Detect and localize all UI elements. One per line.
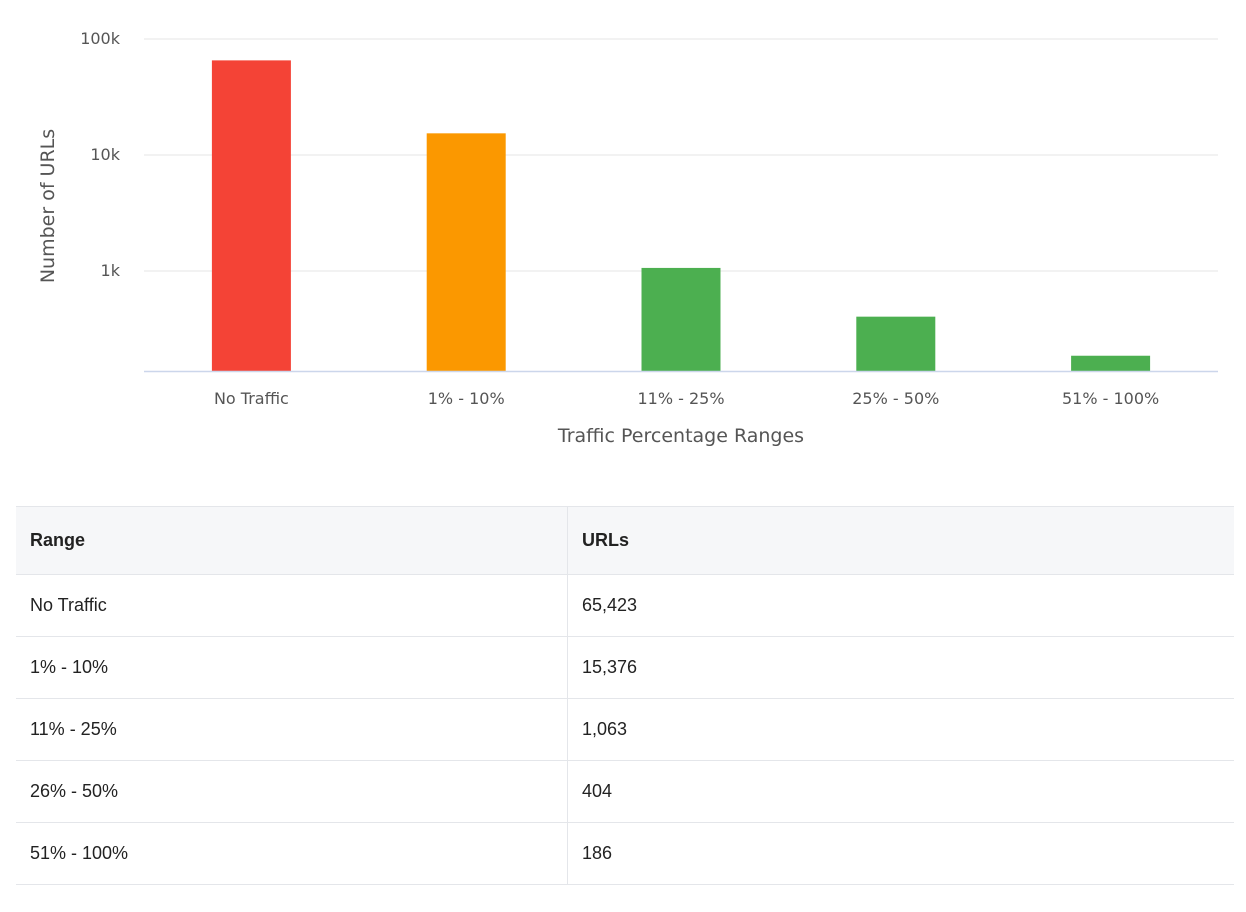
bar-series	[211, 60, 1151, 371]
x-axis-title: Traffic Percentage Ranges	[557, 425, 804, 447]
cell-range: 1% - 10%	[16, 636, 568, 699]
table-header-row: Range URLs	[16, 506, 1234, 575]
cell-range: 51% - 100%	[16, 822, 568, 885]
traffic-bar-chart: 1k 10k 100k No Traffic 1% - 10% 11% - 25% 25%…	[37, 29, 1218, 447]
cell-urls: 65,423	[567, 574, 1234, 637]
y-tick-label: 1k	[101, 261, 121, 280]
bar	[1071, 355, 1151, 371]
x-tick-label: 51% - 100%	[1062, 389, 1159, 408]
header-urls: URLs	[567, 506, 1234, 575]
cell-urls: 404	[567, 760, 1234, 823]
cell-range: 11% - 25%	[16, 698, 568, 761]
y-tick-label: 100k	[80, 29, 121, 48]
bar	[856, 316, 936, 371]
cell-range: No Traffic	[16, 574, 568, 637]
bar	[641, 267, 721, 371]
bar	[211, 60, 291, 371]
x-tick-label: 25% - 50%	[852, 389, 939, 408]
x-tick-label: 11% - 25%	[637, 389, 724, 408]
x-tick-label: 1% - 10%	[428, 389, 505, 408]
header-range: Range	[16, 506, 568, 575]
table-row: 1% - 10% 15,376	[16, 636, 1234, 699]
cell-urls: 1,063	[567, 698, 1234, 761]
grid-lines	[144, 38, 1218, 272]
table-row: 51% - 100% 186	[16, 822, 1234, 885]
table-row: No Traffic 65,423	[16, 574, 1234, 637]
traffic-table: Range URLs No Traffic 65,423 1% - 10% 15…	[16, 506, 1234, 885]
table-row: 11% - 25% 1,063	[16, 698, 1234, 761]
cell-range: 26% - 50%	[16, 760, 568, 823]
table-row: 26% - 50% 404	[16, 760, 1234, 823]
y-tick-label: 10k	[90, 145, 120, 164]
x-axis-ticks: No Traffic 1% - 10% 11% - 25% 25% - 50% 51% …	[214, 389, 1159, 408]
x-tick-label: No Traffic	[214, 389, 289, 408]
bar	[426, 133, 506, 371]
cell-urls: 15,376	[567, 636, 1234, 699]
y-axis-ticks: 1k 10k 100k	[80, 29, 121, 280]
y-axis-title: Number of URLs	[37, 129, 59, 283]
cell-urls: 186	[567, 822, 1234, 885]
